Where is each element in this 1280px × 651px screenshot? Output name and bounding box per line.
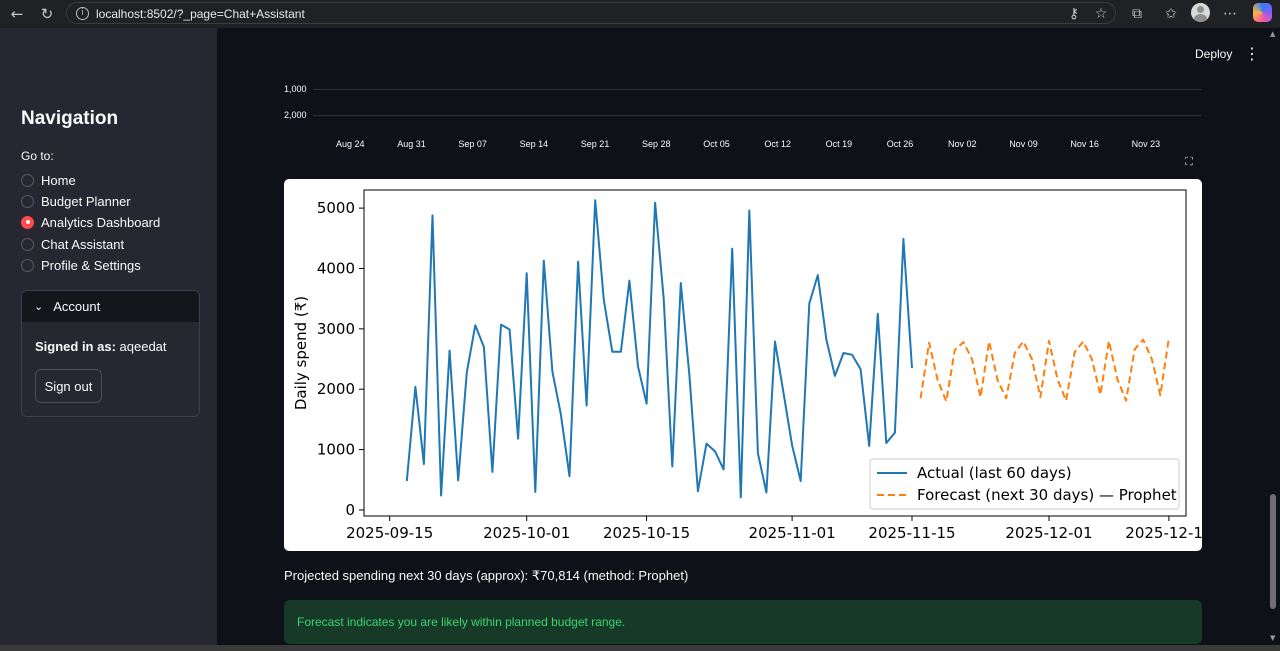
fullscreen-icon[interactable]: ⛶ [1185, 155, 1193, 168]
deploy-button[interactable]: Deploy [1195, 47, 1233, 61]
signed-in-text: Signed in as: aqeedat [35, 339, 167, 354]
copilot-icon[interactable] [1253, 3, 1272, 22]
legend-label: Forecast (next 30 days) — Prophet [917, 486, 1177, 504]
upper-chart-y-tick: 1,000 [284, 84, 307, 94]
legend-box [869, 458, 1180, 510]
y-tick-label: 1000 [317, 441, 355, 459]
nav-radio-budget-planner[interactable]: Budget Planner [21, 192, 131, 210]
scroll-down-icon[interactable]: ▼ [1270, 634, 1276, 642]
more-options-icon[interactable]: ⋯ [1223, 6, 1237, 22]
bottom-strip [0, 645, 1280, 651]
forecast-series-line [919, 337, 1170, 403]
y-tick-label: 2000 [317, 380, 355, 398]
x-tick-label: 2025-09-15 [346, 524, 433, 542]
main-menu-icon[interactable]: ⋮ [1244, 44, 1260, 63]
radio-button[interactable] [21, 258, 34, 272]
legend-label: Actual (last 60 days) [917, 464, 1072, 482]
y-axis-label: Daily spend (₹) [292, 296, 310, 410]
scrollbar-thumb[interactable] [1270, 494, 1276, 609]
upper-chart-x-tick: Nov 23 [1131, 139, 1161, 149]
nav-radio-home[interactable]: Home [21, 171, 76, 189]
x-tick-label: 2025-11-15 [868, 524, 955, 542]
upper-chart-y-tick: 2,000 [284, 110, 307, 120]
forecast-chart-card: 0 1000 2000 3000 4000 5000 2025-09-15 2025-10-0… [284, 179, 1212, 551]
y-tick-label: 0 [345, 501, 355, 519]
sidebar: Navigation Go to: Home Budget Planner An… [0, 28, 217, 651]
actual-series-line [405, 199, 913, 499]
nav-radio-label: Analytics Dashboard [41, 214, 161, 230]
sidebar-title: Navigation [21, 108, 119, 129]
scrollbar-track[interactable] [1268, 28, 1280, 645]
upper-chart-x-tick: Aug 24 [336, 139, 365, 149]
account-expander-header[interactable]: ⌄ Account [22, 291, 199, 322]
upper-chart-x-tick: Oct 19 [825, 139, 853, 149]
star-icon[interactable]: ☆ [1094, 6, 1108, 22]
url-text: localhost:8502/?_page=Chat+Assistant [96, 7, 305, 21]
nav-radio-label: Chat Assistant [41, 236, 125, 252]
key-icon[interactable]: ⚷ [1068, 6, 1080, 22]
x-tick-label: 2025-10-01 [483, 524, 570, 542]
goto-label: Go to: [21, 149, 54, 163]
favorites-icon[interactable]: ✩ [1165, 6, 1177, 22]
upper-chart-x-tick: Aug 31 [397, 139, 426, 149]
x-tick-label: 2025-12-01 [1005, 524, 1092, 542]
upper-chart-x-tick: Nov 02 [948, 139, 977, 149]
upper-chart-x-tick: Sep 14 [519, 139, 549, 149]
upper-chart-gridline [313, 89, 1201, 90]
upper-chart-x-tick: Oct 26 [886, 139, 914, 149]
upper-chart-x-tick: Oct 12 [764, 139, 791, 149]
radio-button[interactable] [21, 194, 34, 208]
y-tick-label: 4000 [317, 259, 355, 277]
address-bar[interactable]: i localhost:8502/?_page=Chat+Assistant [66, 2, 1116, 24]
chevron-down-icon: ⌄ [34, 300, 44, 313]
back-arrow-icon[interactable]: ← [10, 5, 24, 23]
upper-chart-x-tick: Sep 07 [458, 139, 487, 149]
x-tick-label: 2025-11-01 [749, 524, 836, 542]
projection-text: Projected spending next 30 days (approx)… [284, 568, 689, 583]
radio-button[interactable] [21, 173, 34, 187]
upper-chart-x-tick: Nov 16 [1070, 139, 1099, 149]
reload-icon[interactable]: ↻ [40, 5, 54, 23]
account-label: Account [53, 299, 101, 314]
upper-chart-x-tick: Nov 09 [1009, 139, 1038, 149]
upper-chart-x-tick: Oct 05 [703, 139, 730, 149]
success-alert-text: Forecast indicates you are likely within… [297, 615, 626, 629]
nav-radio-label: Budget Planner [41, 193, 131, 209]
username: aqeedat [119, 339, 167, 354]
nav-radio-label: Profile & Settings [41, 257, 141, 273]
browser-toolbar: ← ↻ i localhost:8502/?_page=Chat+Assista… [0, 0, 1280, 28]
nav-radio-chat-assistant[interactable]: Chat Assistant [21, 235, 124, 253]
nav-radio-profile-settings[interactable]: Profile & Settings [21, 256, 141, 274]
radio-button[interactable] [21, 237, 34, 251]
y-tick-label: 3000 [317, 320, 355, 338]
success-alert: Forecast indicates you are likely within… [284, 600, 1202, 644]
x-tick-label: 2025-12-15 [1125, 524, 1202, 542]
site-info-icon[interactable]: i [76, 7, 89, 20]
nav-radio-label: Home [41, 172, 76, 188]
scroll-up-icon[interactable]: ▲ [1270, 30, 1276, 38]
radio-button-selected[interactable] [21, 215, 34, 229]
upper-chart-x-tick: Sep 28 [642, 139, 671, 149]
forecast-chart: 0 1000 2000 3000 4000 5000 2025-09-15 2025-10-0… [292, 189, 1212, 542]
upper-chart-x-tick: Sep 21 [580, 139, 610, 149]
profile-avatar[interactable] [1191, 3, 1210, 22]
account-expander: ⌄ Account Signed in as: aqeedat Sign out [21, 290, 200, 417]
signed-in-prefix: Signed in as: [35, 339, 116, 354]
upper-chart-gridline [313, 115, 1201, 116]
x-tick-label: 2025-10-15 [603, 524, 690, 542]
sign-out-button[interactable]: Sign out [35, 369, 102, 403]
extensions-icon[interactable]: ⧉ [1132, 6, 1142, 22]
y-tick-label: 5000 [317, 199, 355, 217]
nav-radio-analytics-dashboard[interactable]: Analytics Dashboard [21, 213, 160, 231]
